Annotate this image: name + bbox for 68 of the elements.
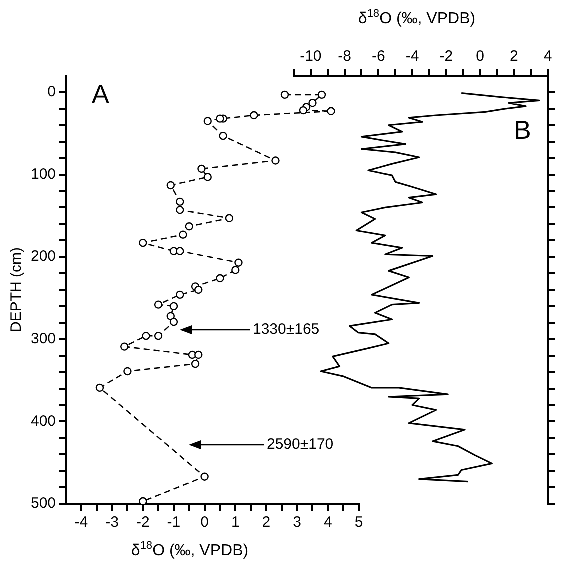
x-tick-label: 1: [231, 514, 240, 532]
point: [194, 350, 203, 360]
point: [327, 107, 336, 116]
point: [176, 206, 184, 214]
point: [318, 90, 326, 100]
point: [234, 258, 243, 267]
point: [176, 247, 184, 256]
point: [200, 472, 209, 481]
y-tick-label: 500: [30, 495, 56, 512]
x-tick-label: -6: [372, 48, 386, 66]
x-tick-label: 4: [544, 48, 552, 66]
point: [204, 117, 212, 126]
x-tick-label: -4: [74, 514, 88, 532]
point: [170, 318, 178, 326]
point: [139, 238, 148, 248]
x-axis-title: δ$^{18}$O (‰, VPDB): [357, 8, 477, 28]
point: [139, 497, 148, 504]
point: [124, 367, 132, 376]
x-tick-label: -2: [136, 514, 150, 532]
point: [170, 302, 178, 311]
x-tick-label: 4: [324, 514, 332, 532]
point: [219, 132, 228, 140]
y-axis-title: DEPTH (cm): [8, 248, 26, 332]
annotation: 2590±170: [267, 436, 334, 454]
point: [198, 164, 206, 174]
point: [154, 332, 163, 340]
point: [250, 111, 258, 120]
x-tick-label: -10: [300, 48, 322, 66]
point: [176, 198, 184, 206]
x-tick-label: 3: [293, 514, 302, 532]
point: [299, 106, 308, 115]
y-tick-label: 400: [30, 412, 56, 430]
y-tick-label: 200: [30, 248, 56, 266]
point: [194, 286, 203, 294]
x-tick-label: -2: [440, 48, 454, 66]
x-tick-label: -3: [106, 514, 119, 532]
x-tick-label: -4: [406, 48, 420, 66]
annotation: A: [92, 79, 110, 109]
point: [96, 384, 104, 392]
point: [120, 342, 129, 351]
point: [179, 230, 188, 239]
x-tick-label: 2: [510, 48, 518, 66]
x-tick-label: 2: [262, 514, 271, 532]
point: [232, 266, 240, 274]
point: [185, 222, 194, 231]
y-tick-label: 100: [30, 166, 56, 183]
annotation: 1330±165: [253, 321, 320, 339]
point: [176, 290, 184, 300]
y-tick-label: 300: [30, 330, 56, 348]
x-tick-label: 5: [354, 514, 364, 532]
x-tick-label: 0: [200, 514, 209, 532]
point: [216, 114, 224, 123]
point: [191, 360, 200, 368]
x-tick-label: 0: [476, 48, 484, 66]
point: [142, 332, 150, 340]
point: [204, 173, 212, 182]
annotation: B: [514, 115, 532, 145]
y-tick-label: 0: [48, 84, 56, 101]
point: [166, 181, 175, 190]
x-axis-title: δ$^{18}$O (‰, VPDB): [130, 540, 250, 560]
x-tick-label: -1: [167, 514, 181, 532]
point: [272, 156, 280, 165]
point: [216, 274, 224, 283]
point: [280, 90, 290, 100]
point: [154, 300, 163, 309]
x-tick-label: -8: [338, 48, 352, 66]
point: [225, 214, 234, 222]
point: [308, 99, 317, 108]
